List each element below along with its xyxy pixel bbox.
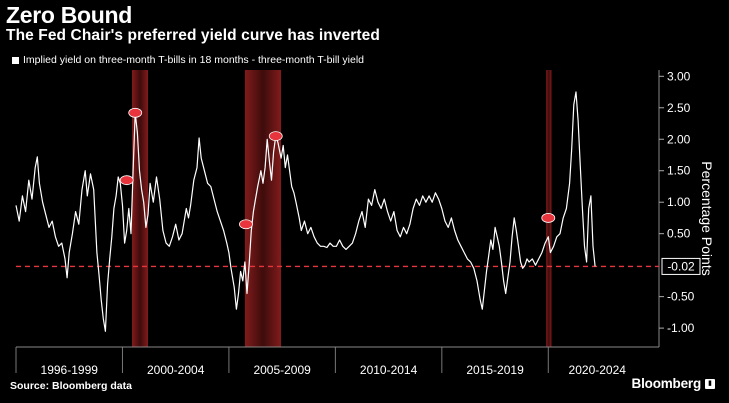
x-tick-label: 2000-2004 <box>147 363 205 377</box>
source-note: Source: Bloomberg data <box>10 380 132 392</box>
event-marker <box>128 107 143 118</box>
legend: Implied yield on three-month T-bills in … <box>12 54 364 66</box>
event-marker <box>541 213 556 223</box>
y-tick-label: 1.00 <box>667 195 691 209</box>
recession-band <box>132 70 149 347</box>
y-tick-label: -1.00 <box>667 321 695 335</box>
y-axis-label: Percentage Points <box>699 161 715 275</box>
reference-label: -0.02 <box>667 259 695 273</box>
x-tick-label: 2015-2019 <box>466 363 524 377</box>
event-marker <box>119 175 134 186</box>
brand-logo: Bloomberg ▮ <box>632 376 715 391</box>
event-marker <box>239 219 253 230</box>
x-tick-label: 2005-2009 <box>253 363 311 377</box>
event-marker <box>268 131 283 142</box>
chart-subtitle: The Fed Chair's preferred yield curve ha… <box>6 27 380 44</box>
y-tick-label: 1.50 <box>667 164 691 178</box>
reference-label-box <box>661 257 701 275</box>
brand-name: Bloomberg <box>631 376 702 391</box>
bloomberg-logo-icon: ▮ <box>705 378 715 389</box>
x-tick-label: 2020-2024 <box>569 363 627 377</box>
y-tick-label: 2.00 <box>667 132 691 146</box>
y-tick-label: 0.50 <box>667 227 691 241</box>
chart-title: Zero Bound <box>6 2 133 28</box>
legend-label: Implied yield on three-month T-bills in … <box>23 54 365 66</box>
recession-band <box>546 70 552 347</box>
series-line <box>15 91 596 332</box>
y-tick-label: -0.50 <box>667 290 695 304</box>
x-tick-label: 1996-1999 <box>41 363 99 377</box>
y-tick-label: 2.50 <box>667 101 691 115</box>
x-tick-label: 2010-2014 <box>360 363 418 377</box>
y-tick-label: 3.00 <box>667 69 691 83</box>
legend-swatch <box>12 56 19 64</box>
recession-band <box>244 70 282 347</box>
